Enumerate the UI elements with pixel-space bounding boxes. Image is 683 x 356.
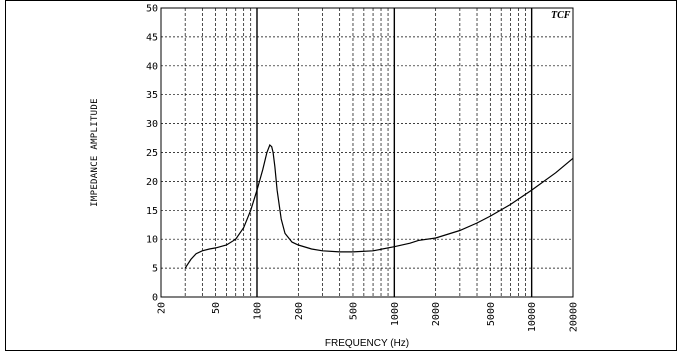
y-tick-label: 50 [146, 4, 158, 15]
x-tick-label: 5000 [486, 302, 497, 326]
x-tick-label: 200 [294, 302, 305, 320]
y-tick-label: 20 [146, 177, 158, 188]
x-tick-label: 20 [157, 302, 168, 314]
y-tick-label: 10 [146, 235, 158, 246]
chart-frame [5, 0, 677, 351]
x-axis-ticks: 20 50 100 200 500 1000 2000 5000 10000 20000 [157, 302, 580, 332]
x-tick-label: 10000 [527, 302, 538, 332]
x-tick-label: 50 [211, 302, 222, 314]
x-tick-label: 500 [348, 302, 359, 320]
y-axis-label: IMPEDANCE AMPLITUDE [90, 98, 100, 207]
y-tick-label: 30 [146, 119, 158, 130]
brand-logo: TCF [551, 10, 571, 21]
y-tick-label: 5 [152, 264, 158, 275]
y-tick-label: 25 [146, 148, 158, 159]
y-tick-label: 35 [146, 90, 158, 101]
grid [161, 8, 573, 297]
y-tick-label: 40 [146, 61, 158, 72]
y-tick-label: 45 [146, 32, 158, 43]
y-axis-ticks: 0 5 10 15 20 25 30 35 40 45 50 [146, 4, 158, 304]
x-tick-label: 2000 [431, 302, 442, 326]
y-tick-label: 15 [146, 206, 158, 217]
impedance-curve [184, 143, 574, 269]
y-tick-label: 0 [152, 293, 158, 304]
x-tick-label: 20000 [569, 302, 580, 332]
plot-border [160, 7, 574, 298]
x-axis-label: FREQUENCY (Hz) [325, 338, 409, 349]
x-tick-label: 1000 [390, 302, 401, 326]
x-tick-label: 100 [252, 302, 263, 320]
